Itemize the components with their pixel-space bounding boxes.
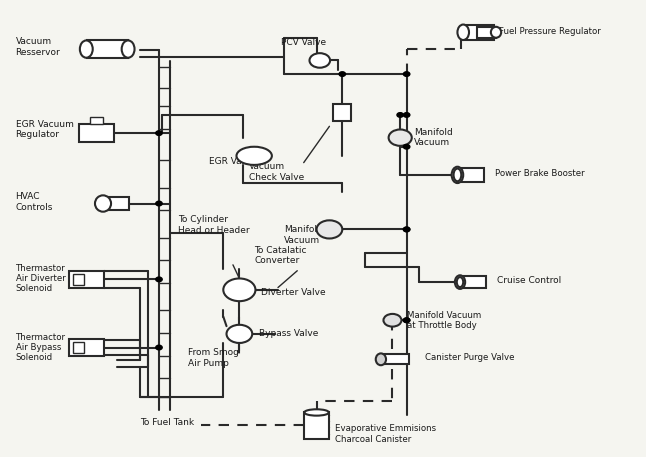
- Bar: [79, 124, 114, 142]
- Text: Canister Purge Valve: Canister Purge Valve: [424, 353, 514, 362]
- Ellipse shape: [491, 27, 501, 38]
- Ellipse shape: [457, 277, 463, 287]
- Text: Vacuum
Check Valve: Vacuum Check Valve: [249, 163, 304, 182]
- Circle shape: [224, 278, 255, 301]
- Bar: [73, 274, 85, 285]
- Circle shape: [384, 314, 401, 327]
- Circle shape: [389, 129, 412, 146]
- Circle shape: [227, 325, 252, 343]
- Ellipse shape: [457, 25, 469, 40]
- Bar: [73, 342, 85, 353]
- Text: To Cylinder
Head or Header: To Cylinder Head or Header: [178, 215, 250, 234]
- Circle shape: [403, 318, 410, 323]
- Text: Manifold
Vacuum: Manifold Vacuum: [284, 225, 323, 244]
- Circle shape: [317, 220, 342, 239]
- Circle shape: [403, 227, 410, 232]
- Ellipse shape: [304, 409, 329, 415]
- Ellipse shape: [95, 195, 111, 212]
- Ellipse shape: [376, 353, 386, 365]
- Circle shape: [403, 318, 410, 323]
- Bar: [457, 168, 484, 182]
- Circle shape: [403, 227, 410, 232]
- Bar: [333, 104, 351, 121]
- Bar: [477, 27, 496, 38]
- Circle shape: [156, 345, 162, 350]
- Ellipse shape: [121, 41, 134, 58]
- Text: Fuel Pressure Regulator: Fuel Pressure Regulator: [499, 27, 600, 36]
- Circle shape: [403, 72, 410, 76]
- Text: To Fuel Tank: To Fuel Tank: [140, 419, 194, 427]
- Text: From Smog
Air Pump: From Smog Air Pump: [188, 348, 239, 367]
- Circle shape: [156, 277, 162, 282]
- Bar: [68, 271, 104, 287]
- Text: Cruise Control: Cruise Control: [497, 276, 561, 285]
- Ellipse shape: [455, 275, 465, 289]
- Text: HVAC
Controls: HVAC Controls: [16, 192, 53, 212]
- Circle shape: [156, 131, 162, 135]
- Bar: [460, 276, 486, 288]
- Bar: [87, 41, 129, 58]
- Text: To Catalatic
Converter: To Catalatic Converter: [254, 246, 307, 266]
- Ellipse shape: [452, 167, 463, 183]
- Ellipse shape: [236, 147, 272, 165]
- Circle shape: [309, 53, 330, 68]
- Text: Manifold Vacuum
at Throttle Body: Manifold Vacuum at Throttle Body: [406, 311, 481, 330]
- Ellipse shape: [453, 169, 461, 181]
- Text: EGR Vacuum
Regulator: EGR Vacuum Regulator: [16, 120, 74, 139]
- Ellipse shape: [80, 41, 93, 58]
- Text: Thermastor
Air Diverter
Solenoid: Thermastor Air Diverter Solenoid: [16, 264, 65, 293]
- Bar: [381, 354, 409, 364]
- Bar: [304, 413, 329, 439]
- Bar: [90, 117, 103, 123]
- Bar: [103, 197, 129, 210]
- Circle shape: [397, 113, 403, 117]
- Text: Evaporative Emmisions
Charcoal Canister: Evaporative Emmisions Charcoal Canister: [335, 424, 435, 443]
- Text: Vacuum
Resservor: Vacuum Resservor: [16, 37, 60, 57]
- Text: Diverter Valve: Diverter Valve: [260, 287, 325, 297]
- Text: EGR Valve: EGR Valve: [209, 157, 255, 166]
- Bar: [68, 340, 104, 356]
- Text: Power Brake Booster: Power Brake Booster: [495, 170, 585, 179]
- Circle shape: [403, 144, 410, 149]
- Text: Manifold
Vacuum: Manifold Vacuum: [414, 128, 453, 147]
- Circle shape: [339, 72, 346, 76]
- Circle shape: [403, 113, 410, 117]
- Text: Bypass Valve: Bypass Valve: [258, 329, 318, 338]
- Text: Thermactor
Air Bypass
Solenoid: Thermactor Air Bypass Solenoid: [16, 333, 65, 362]
- Circle shape: [156, 201, 162, 206]
- Bar: [463, 25, 494, 40]
- Text: PCV Valve: PCV Valve: [281, 38, 326, 47]
